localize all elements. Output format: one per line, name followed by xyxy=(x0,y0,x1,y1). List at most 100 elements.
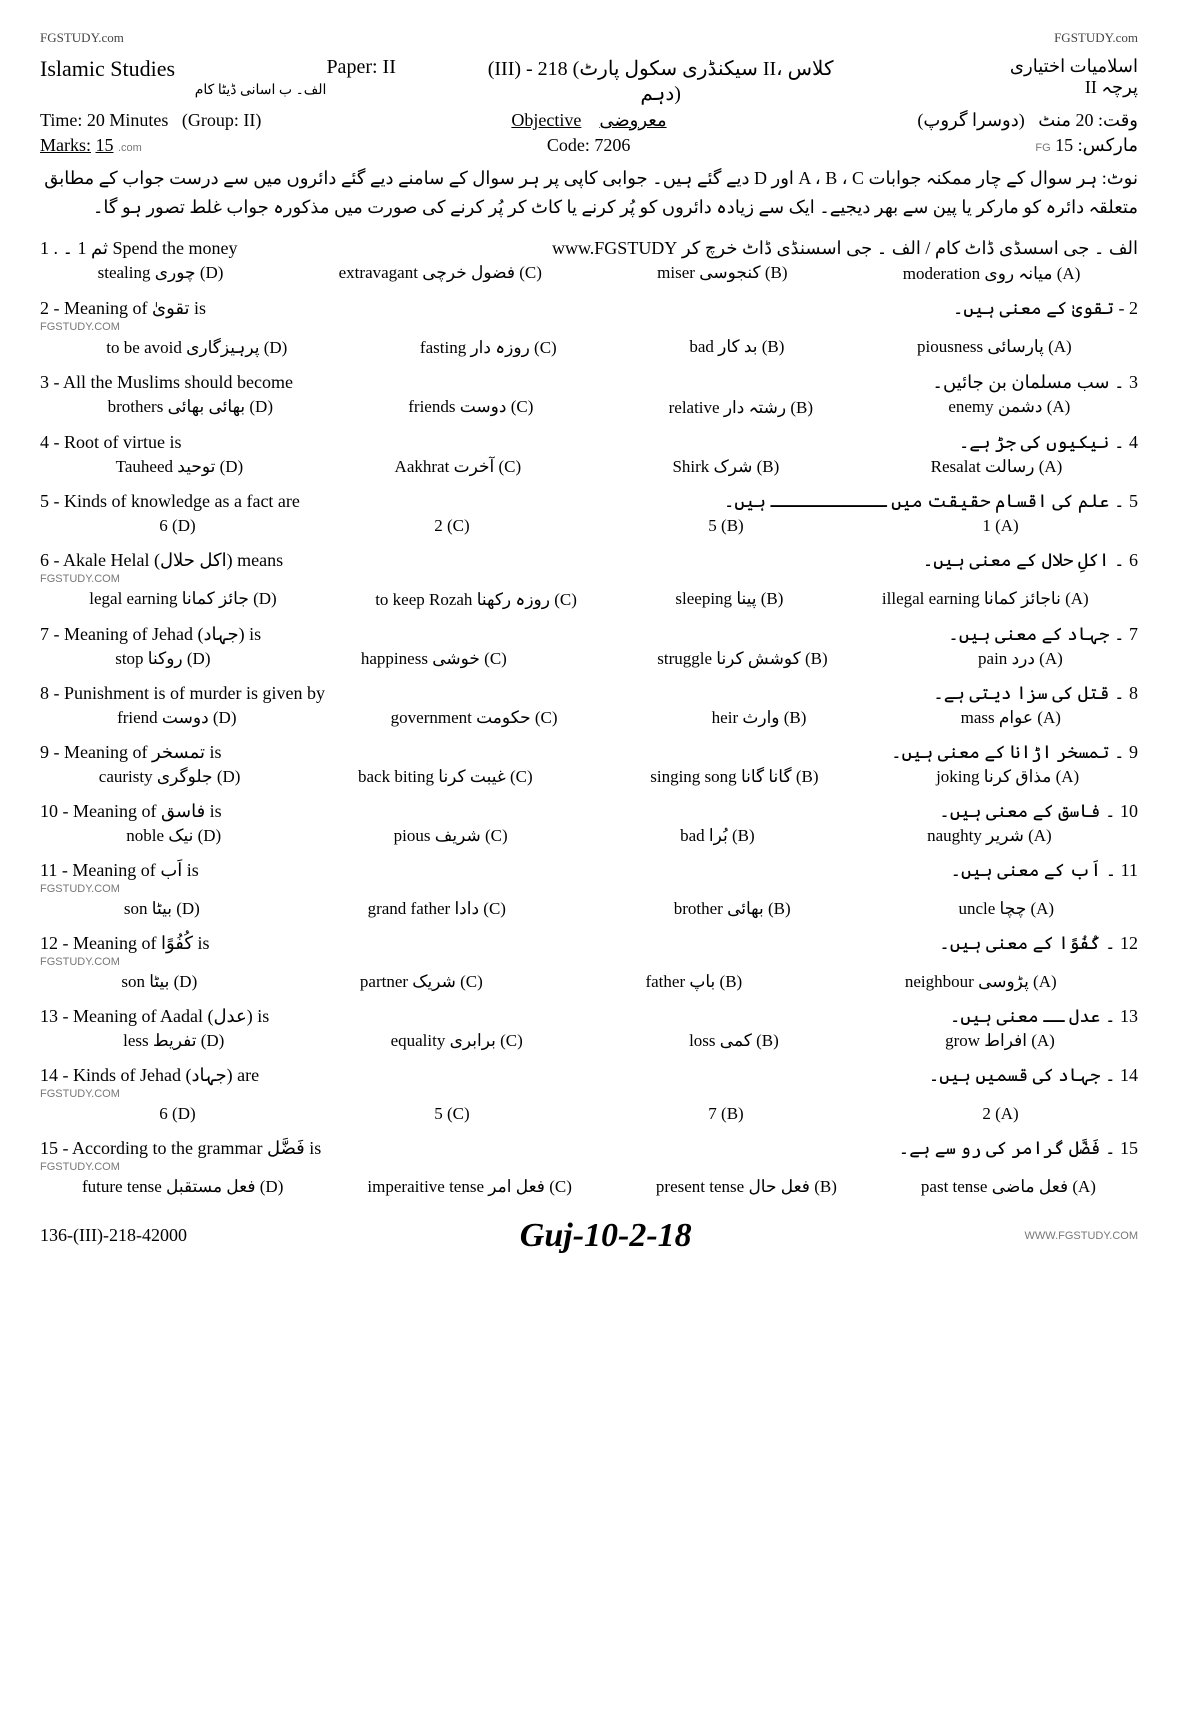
option: son بیٹا (D) xyxy=(124,899,200,919)
question-stem-urdu: 5 ۔ علم کی اقسام حقیقت میں ـــــــــــ ہ… xyxy=(724,491,1138,512)
option: partner شریک (C) xyxy=(360,972,483,992)
question-6: 6 - Akale Helal (اکل حلال) means6 ۔ اکلِ… xyxy=(40,550,1138,610)
question-stem-en: 4 - Root of virtue is xyxy=(40,432,182,453)
option: less تفریط (D) xyxy=(123,1031,224,1051)
option: friend دوست (D) xyxy=(117,708,236,728)
question-stem-urdu: 13 ۔ عدل ــ معنی ہیں۔ xyxy=(950,1006,1138,1027)
question-stem-urdu: الف ۔ جی اسسڈی ڈاٹ کام / الف ۔ جی اسسنڈی… xyxy=(552,238,1138,259)
question-2: 2 - Meaning of تقویٰ is2 - تقویٰ کے معنی… xyxy=(40,298,1138,358)
option: present tense فعل حال (B) xyxy=(656,1177,837,1197)
com-small: .com xyxy=(118,142,142,154)
question-stem-urdu: 12 ۔ کُفُوًا کے معنی ہیں۔ xyxy=(939,933,1138,954)
options-row: friend دوست (D)government حکومت (C)heir … xyxy=(40,708,1138,728)
options-row: Tauheed توحید (D)Aakhrat آخرت (C)Shirk ش… xyxy=(40,457,1138,477)
question-13: 13 - Meaning of Aadal (عدل) is 13 ۔ عدل ـ… xyxy=(40,1006,1138,1051)
option: back biting غیبت کرنا (C) xyxy=(358,767,533,787)
question-stem-urdu: 8 ۔ قتل کی سزا دیتی ہے۔ xyxy=(933,683,1138,704)
option: relative رشتہ دار (B) xyxy=(669,397,813,418)
question-watermark: FGSTUDY.COM xyxy=(40,956,1138,968)
question-8: 8 - Punishment is of murder is given by 8… xyxy=(40,683,1138,728)
option: joking مذاق کرنا (A) xyxy=(936,767,1079,787)
code-label: Code: xyxy=(547,135,590,155)
option: grow افراط (A) xyxy=(945,1031,1055,1051)
option: bad بد کار (B) xyxy=(689,337,784,358)
option: 5 (B) xyxy=(708,516,743,536)
question-stem-en: 7 - Meaning of Jehad (جہاد) is xyxy=(40,624,261,645)
watermark-top-right: FGSTUDY.com xyxy=(1054,30,1138,46)
option: pious شریف (C) xyxy=(394,826,508,846)
option: cauristy جلوگری (D) xyxy=(99,767,241,787)
question-stem-urdu: 14 ۔ جہاد کی قسمیں ہیں۔ xyxy=(929,1065,1138,1086)
option: son بیٹا (D) xyxy=(121,972,197,992)
question-stem-en: 11 - Meaning of اَب is xyxy=(40,860,199,881)
option: friends دوست (C) xyxy=(408,397,533,418)
objective-en: Objective xyxy=(511,110,581,130)
question-stem-en: 9 - Meaning of تمسخر is xyxy=(40,742,222,763)
option: loss کمی (B) xyxy=(689,1031,779,1051)
code-value: 7206 xyxy=(594,135,630,155)
question-stem-urdu: 3 ۔ سب مسلمان بن جائیں۔ xyxy=(932,372,1138,393)
options-row: legal earning جائز کمانا (D)to keep Roza… xyxy=(40,589,1138,610)
option: uncle چچا (A) xyxy=(958,899,1054,919)
option: fasting روزہ دار (C) xyxy=(420,337,557,358)
question-watermark: FGSTUDY.COM xyxy=(40,321,1138,333)
subject-urdu: اسلامیات اختیاری xyxy=(1010,56,1138,76)
question-stem-en: 5 - Kinds of knowledge as a fact are xyxy=(40,491,300,512)
fg-label: FG xyxy=(1035,142,1050,154)
paper-label: Paper: xyxy=(326,56,377,78)
question-stem-en: 12 - Meaning of کُفُوًا is xyxy=(40,933,209,954)
note-urdu: نوٹ: ہر سوال کے چار ممکنہ جوابات A ، B ،… xyxy=(40,164,1138,222)
question-stem-en: 8 - Punishment is of murder is given by xyxy=(40,683,325,704)
options-row: stop روکنا (D)happiness خوشی (C)struggle… xyxy=(40,649,1138,669)
option: naughty شریر (A) xyxy=(927,826,1052,846)
option: stealing چوری (D) xyxy=(98,263,224,284)
option: brothers بھائی بھائی (D) xyxy=(108,397,273,418)
option: 7 (B) xyxy=(708,1104,743,1124)
question-5: 5 - Kinds of knowledge as a fact are 5 ۔ … xyxy=(40,491,1138,536)
option: noble نیک (D) xyxy=(126,826,221,846)
options-row: 6 (D)5 (C)7 (B)2 (A) xyxy=(40,1104,1138,1124)
option: to be avoid پرہیزگاری (D) xyxy=(106,337,287,358)
objective-urdu: معروضی xyxy=(599,110,666,130)
question-12: 12 - Meaning of کُفُوًا is 12 ۔ کُفُوًا ک… xyxy=(40,933,1138,992)
question-14: 14 - Kinds of Jehad (جہاد) are14 ۔ جہاد … xyxy=(40,1065,1138,1124)
option: 2 (A) xyxy=(982,1104,1018,1124)
question-9: 9 - Meaning of تمسخر is 9 ۔ تمسخر اڑانا ک… xyxy=(40,742,1138,787)
marks-value: 15 xyxy=(96,135,114,155)
center-title: (III) - 218 (سیکنڈری سکول پارٹ II، کلاس … xyxy=(488,58,834,105)
group-urdu: (دوسرا گروپ) xyxy=(917,110,1024,130)
question-stem-urdu: 7 ۔ جہاد کے معنی ہیں۔ xyxy=(948,624,1138,645)
option: struggle کوشش کرنا (B) xyxy=(657,649,827,669)
option: 5 (C) xyxy=(434,1104,469,1124)
question-stem-en: 13 - Meaning of Aadal (عدل) is xyxy=(40,1006,269,1027)
option: Shirk شرک (B) xyxy=(672,457,779,477)
option: Tauheed توحید (D) xyxy=(116,457,244,477)
options-row: stealing چوری (D)extravagant فضول خرچی (… xyxy=(40,263,1138,284)
options-row: less تفریط (D)equality برابری (C)loss کم… xyxy=(40,1031,1138,1051)
option: miser کنجوسی (B) xyxy=(657,263,787,284)
option: 1 (A) xyxy=(982,516,1018,536)
subject-title-en: Islamic Studies xyxy=(40,56,326,82)
option: happiness خوشی (C) xyxy=(361,649,507,669)
options-row: cauristy جلوگری (D) back biting غیبت کرنا… xyxy=(40,767,1138,787)
questions-container: 1 . ثم 1 ۔ Spend the moneyالف ۔ جی اسسڈی… xyxy=(40,238,1138,1197)
options-row: brothers بھائی بھائی (D) friends دوست (C)… xyxy=(40,397,1138,418)
paper-value: II xyxy=(383,56,396,78)
time-urdu-label: وقت: xyxy=(1098,110,1138,130)
question-stem-urdu: 6 ۔ اکلِ حلال کے معنی ہیں۔ xyxy=(923,550,1138,571)
option: future tense فعل مستقبل (D) xyxy=(82,1177,283,1197)
question-7: 7 - Meaning of Jehad (جہاد) is 7 ۔ جہاد ک… xyxy=(40,624,1138,669)
option: brother بھائی (B) xyxy=(674,899,791,919)
option: father باپ (B) xyxy=(645,972,742,992)
question-stem-urdu: 9 ۔ تمسخر اڑانا کے معنی ہیں۔ xyxy=(891,742,1138,763)
option: past tense فعل ماضی (A) xyxy=(921,1177,1096,1197)
option: pain درد (A) xyxy=(978,649,1063,669)
option: government حکومت (C) xyxy=(391,708,558,728)
time-label: Time: xyxy=(40,110,82,130)
question-stem-urdu: 2 - تقویٰ کے معنی ہیں۔ xyxy=(953,298,1138,319)
option: enemy دشمن (A) xyxy=(948,397,1070,418)
question-15: 15 - According to the grammar فَضَّل is1… xyxy=(40,1138,1138,1197)
time-value: 20 Minutes xyxy=(87,110,169,130)
marks-label: Marks: xyxy=(40,135,91,155)
question-stem-en: 15 - According to the grammar فَضَّل is xyxy=(40,1138,321,1159)
